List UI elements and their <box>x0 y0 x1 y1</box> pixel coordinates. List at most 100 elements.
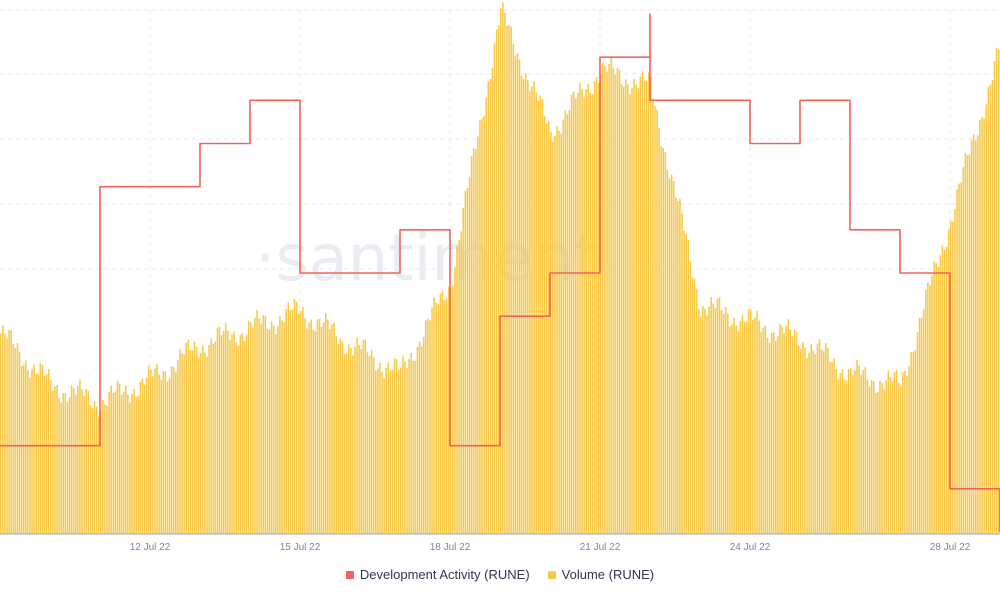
volume-bar-fill <box>18 351 21 534</box>
legend-swatch-dev-activity <box>345 570 354 579</box>
volume-bar-fill <box>739 320 742 534</box>
volume-bar-fill <box>720 310 723 534</box>
volume-bar-fill <box>647 72 650 535</box>
volume-bar-fill <box>570 94 573 534</box>
x-tick-label: 15 Jul 22 <box>280 542 321 553</box>
volume-bar-fill <box>256 309 258 534</box>
volume-bar-fill <box>252 327 254 534</box>
volume-bar-fill <box>420 346 423 534</box>
volume-bar-fill <box>747 309 750 534</box>
volume-bar-fill <box>477 136 479 534</box>
volume-bar-fill <box>758 320 760 534</box>
volume-bar-fill <box>264 316 267 534</box>
volume-bar-fill <box>322 322 325 534</box>
volume-bar-fill <box>327 319 329 534</box>
volume-bar-fill <box>762 327 765 534</box>
legend-item-dev-activity[interactable]: Development Activity (RUNE) <box>345 567 530 582</box>
volume-bar-fill <box>462 207 465 534</box>
volume-bar-fill <box>254 317 256 534</box>
volume-bar-fill <box>131 394 133 534</box>
volume-bar-fill <box>579 82 581 535</box>
volume-bar-fill <box>168 378 171 534</box>
volume-bar-fill <box>58 397 60 534</box>
volume-bar-fill <box>54 386 56 534</box>
volume-bar-fill <box>808 352 810 534</box>
dev-activity-line <box>0 13 1000 532</box>
volume-bar-fill <box>743 322 746 534</box>
volume-bar-fill <box>397 369 400 534</box>
volume-bar-fill <box>602 62 604 534</box>
volume-bar-fill <box>514 55 517 535</box>
dev-activity-point <box>248 98 252 102</box>
volume-bar-fill <box>485 97 487 534</box>
volume-bar-fill <box>741 314 744 534</box>
volume-bar-fill <box>585 89 587 534</box>
volume-bar-fill <box>193 341 196 534</box>
volume-bar-fill <box>825 342 827 534</box>
volume-bar-fill <box>214 341 217 534</box>
volume-bar-fill <box>41 364 44 534</box>
volume-bar-fill <box>6 338 8 534</box>
volume-bar-fill <box>393 358 396 534</box>
volume-bar-fill <box>718 297 721 534</box>
volume-bar-fill <box>822 351 825 534</box>
volume-bar-fill <box>470 155 473 535</box>
volume-bar-fill <box>952 221 954 534</box>
volume-bar-fill <box>916 331 919 534</box>
volume-bar-fill <box>502 2 504 535</box>
volume-bar-fill <box>595 77 598 534</box>
volume-bar-fill <box>372 357 375 534</box>
volume-bar-fill <box>552 141 554 534</box>
volume-bar-fill <box>566 114 569 535</box>
volume-bar-fill <box>160 379 162 534</box>
volume-bar-fill <box>943 249 946 535</box>
volume-bar-fill <box>745 321 748 534</box>
volume-bar-fill <box>235 342 237 534</box>
volume-bar-fill <box>518 59 521 534</box>
volume-bar-fill <box>14 348 17 534</box>
volume-bar-fill <box>827 348 829 534</box>
volume-bar-fill <box>352 355 354 534</box>
volume-bar-fill <box>918 317 921 534</box>
volume-bar-fill <box>39 362 42 534</box>
volume-bar <box>150 369 152 534</box>
volume-bar-fill <box>839 373 842 534</box>
volume-bar-fill <box>312 329 315 534</box>
volume-bar-fill <box>366 352 369 534</box>
volume-bar-fill <box>733 317 735 534</box>
legend-item-volume[interactable]: Volume (RUNE) <box>547 567 654 582</box>
volume-bar-fill <box>856 360 858 534</box>
volume-bar-fill <box>679 198 681 535</box>
volume-bar-fill <box>110 385 112 534</box>
volume-bar-fill <box>787 319 790 534</box>
volume-bar-fill <box>83 395 85 534</box>
volume-bar-fill <box>22 364 25 534</box>
volume-bar-fill <box>614 74 617 534</box>
volume-bar-fill <box>754 317 756 534</box>
volume-bar-fill <box>639 76 642 534</box>
volume-bar-fill <box>562 119 565 535</box>
volume-bar-fill <box>306 328 308 534</box>
volume-bar-fill <box>635 84 637 534</box>
volume-bar-fill <box>616 67 619 535</box>
volume-bar-fill <box>714 307 717 534</box>
volume-bar-fill <box>318 318 321 534</box>
volume-bar-fill <box>75 394 77 534</box>
volume-bar <box>0 333 2 534</box>
volume-bar-fill <box>333 322 335 534</box>
volume-bar-fill <box>622 86 625 534</box>
volume-bar-fill <box>460 231 462 535</box>
volume-bar <box>600 74 602 534</box>
volume-bar-fill <box>516 53 519 534</box>
dev-activity-point <box>398 271 402 275</box>
volume-bar-fill <box>112 392 115 534</box>
dev-activity-point <box>548 271 552 275</box>
volume-bar-fill <box>664 152 667 534</box>
volume-bar-fill <box>583 96 585 535</box>
volume-bar <box>100 410 102 534</box>
volume-bar <box>750 309 752 534</box>
volume-bar-fill <box>702 306 704 534</box>
volume-bar-fill <box>187 339 190 534</box>
volume-bar-fill <box>458 240 460 534</box>
volume-bar-fill <box>231 334 233 534</box>
